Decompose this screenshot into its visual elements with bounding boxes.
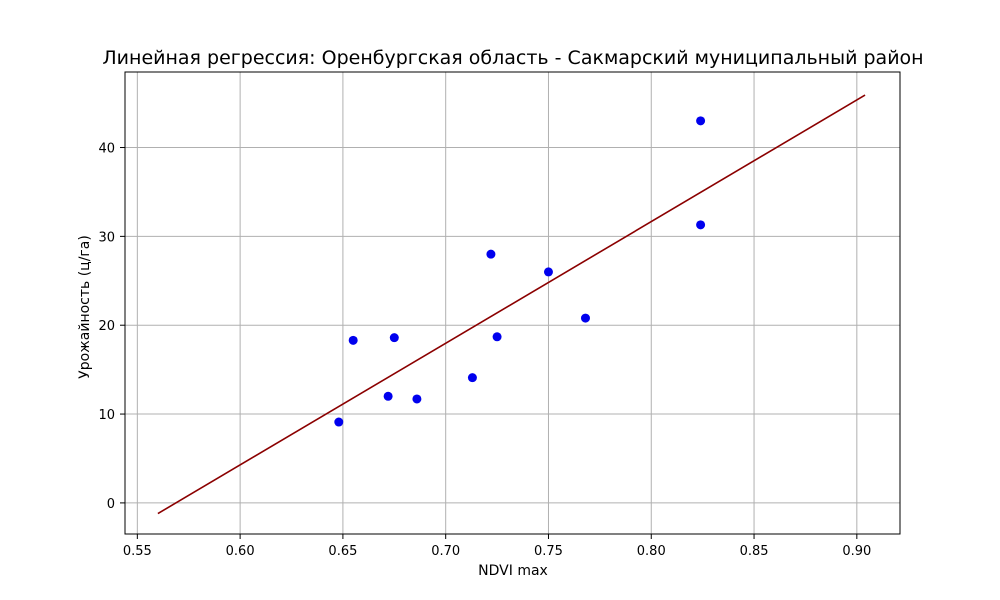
data-point (696, 116, 706, 126)
data-point (543, 267, 553, 277)
regression-line-layer (157, 94, 866, 515)
y-tick-label: 10 (98, 408, 115, 423)
x-tick-label: 0.70 (431, 544, 460, 559)
data-point (348, 335, 358, 345)
grid (125, 72, 900, 534)
x-tick-label: 0.85 (740, 544, 769, 559)
regression-line (157, 94, 866, 515)
y-tick-label: 30 (98, 230, 115, 245)
data-point (383, 391, 393, 401)
x-tick-label: 0.80 (637, 544, 666, 559)
data-point (492, 332, 502, 342)
data-point (486, 249, 496, 259)
data-point (334, 417, 344, 427)
x-tick-label: 0.75 (534, 544, 563, 559)
data-point (412, 394, 422, 404)
x-tick-label: 0.60 (226, 544, 255, 559)
data-point (580, 313, 590, 323)
x-axis-label: NDVI max (478, 563, 548, 579)
data-points (334, 116, 706, 427)
plot-area-frame (124, 71, 901, 535)
x-tick-label: 0.90 (842, 544, 871, 559)
data-point (389, 333, 399, 343)
y-tick-label: 40 (98, 142, 115, 157)
y-axis-ticks: 0 10 20 30 40 (98, 142, 125, 512)
x-tick-label: 0.65 (328, 544, 357, 559)
chart-title: Линейная регрессия: Оренбургская область… (102, 47, 923, 69)
y-axis-label: Урожайность (ц/га) (77, 235, 93, 379)
y-tick-label: 20 (98, 319, 115, 334)
data-point (696, 220, 706, 230)
data-point (467, 373, 477, 383)
y-tick-label: 0 (107, 497, 115, 512)
x-axis-ticks: 0.55 0.60 0.65 0.70 0.75 0.80 0.85 0.90 (123, 534, 871, 559)
x-tick-label: 0.55 (123, 544, 152, 559)
